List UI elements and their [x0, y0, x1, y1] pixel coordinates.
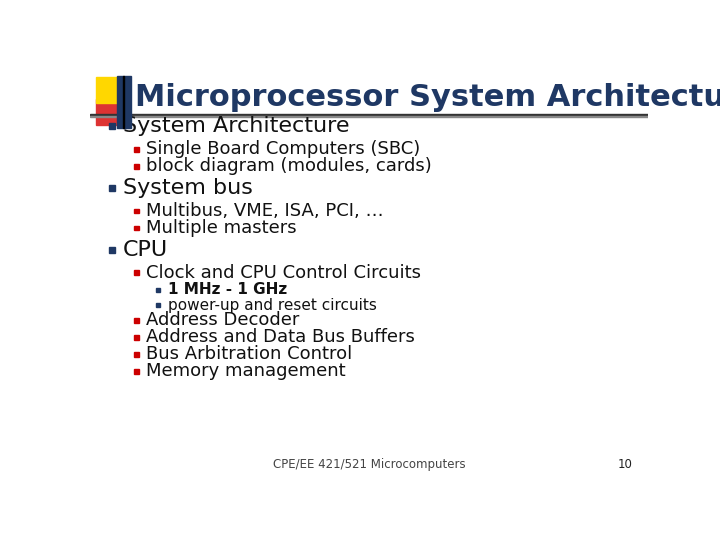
Text: Clock and CPU Control Circuits: Clock and CPU Control Circuits	[145, 264, 420, 282]
Text: CPU: CPU	[122, 240, 168, 260]
Text: CPE/EE 421/521 Microcomputers: CPE/EE 421/521 Microcomputers	[273, 458, 465, 471]
Text: Single Board Computers (SBC): Single Board Computers (SBC)	[145, 140, 420, 159]
Bar	[134, 369, 139, 374]
Bar	[156, 303, 160, 307]
Text: Address Decoder: Address Decoder	[145, 312, 300, 329]
Text: 1 MHz - 1 GHz: 1 MHz - 1 GHz	[168, 282, 287, 297]
Bar	[117, 76, 131, 128]
Text: block diagram (modules, cards): block diagram (modules, cards)	[145, 158, 431, 176]
Text: Multiple masters: Multiple masters	[145, 219, 297, 237]
Bar	[134, 147, 139, 152]
Bar	[134, 335, 139, 340]
Bar	[134, 164, 139, 168]
Bar	[90, 114, 648, 116]
Text: Memory management: Memory management	[145, 362, 346, 380]
Bar	[96, 99, 122, 125]
Text: Microprocessor System Architecture: Microprocessor System Architecture	[135, 83, 720, 112]
Bar	[134, 226, 139, 231]
Text: Bus Arbitration Control: Bus Arbitration Control	[145, 345, 352, 363]
Text: Address and Data Bus Buffers: Address and Data Bus Buffers	[145, 328, 415, 346]
Bar	[156, 288, 160, 292]
Bar	[90, 116, 648, 117]
Bar	[122, 76, 124, 128]
Text: Multibus, VME, ISA, PCI, …: Multibus, VME, ISA, PCI, …	[145, 202, 384, 220]
Bar	[109, 247, 114, 253]
Bar	[134, 209, 139, 213]
Text: System Architecture: System Architecture	[122, 117, 349, 137]
Text: 10: 10	[618, 458, 632, 471]
Bar	[134, 318, 139, 323]
Bar	[134, 271, 139, 275]
Bar	[109, 123, 114, 130]
Text: power-up and reset circuits: power-up and reset circuits	[168, 298, 377, 313]
Text: System bus: System bus	[122, 178, 253, 198]
Bar	[109, 185, 114, 191]
Bar	[96, 77, 122, 103]
Bar	[134, 352, 139, 356]
